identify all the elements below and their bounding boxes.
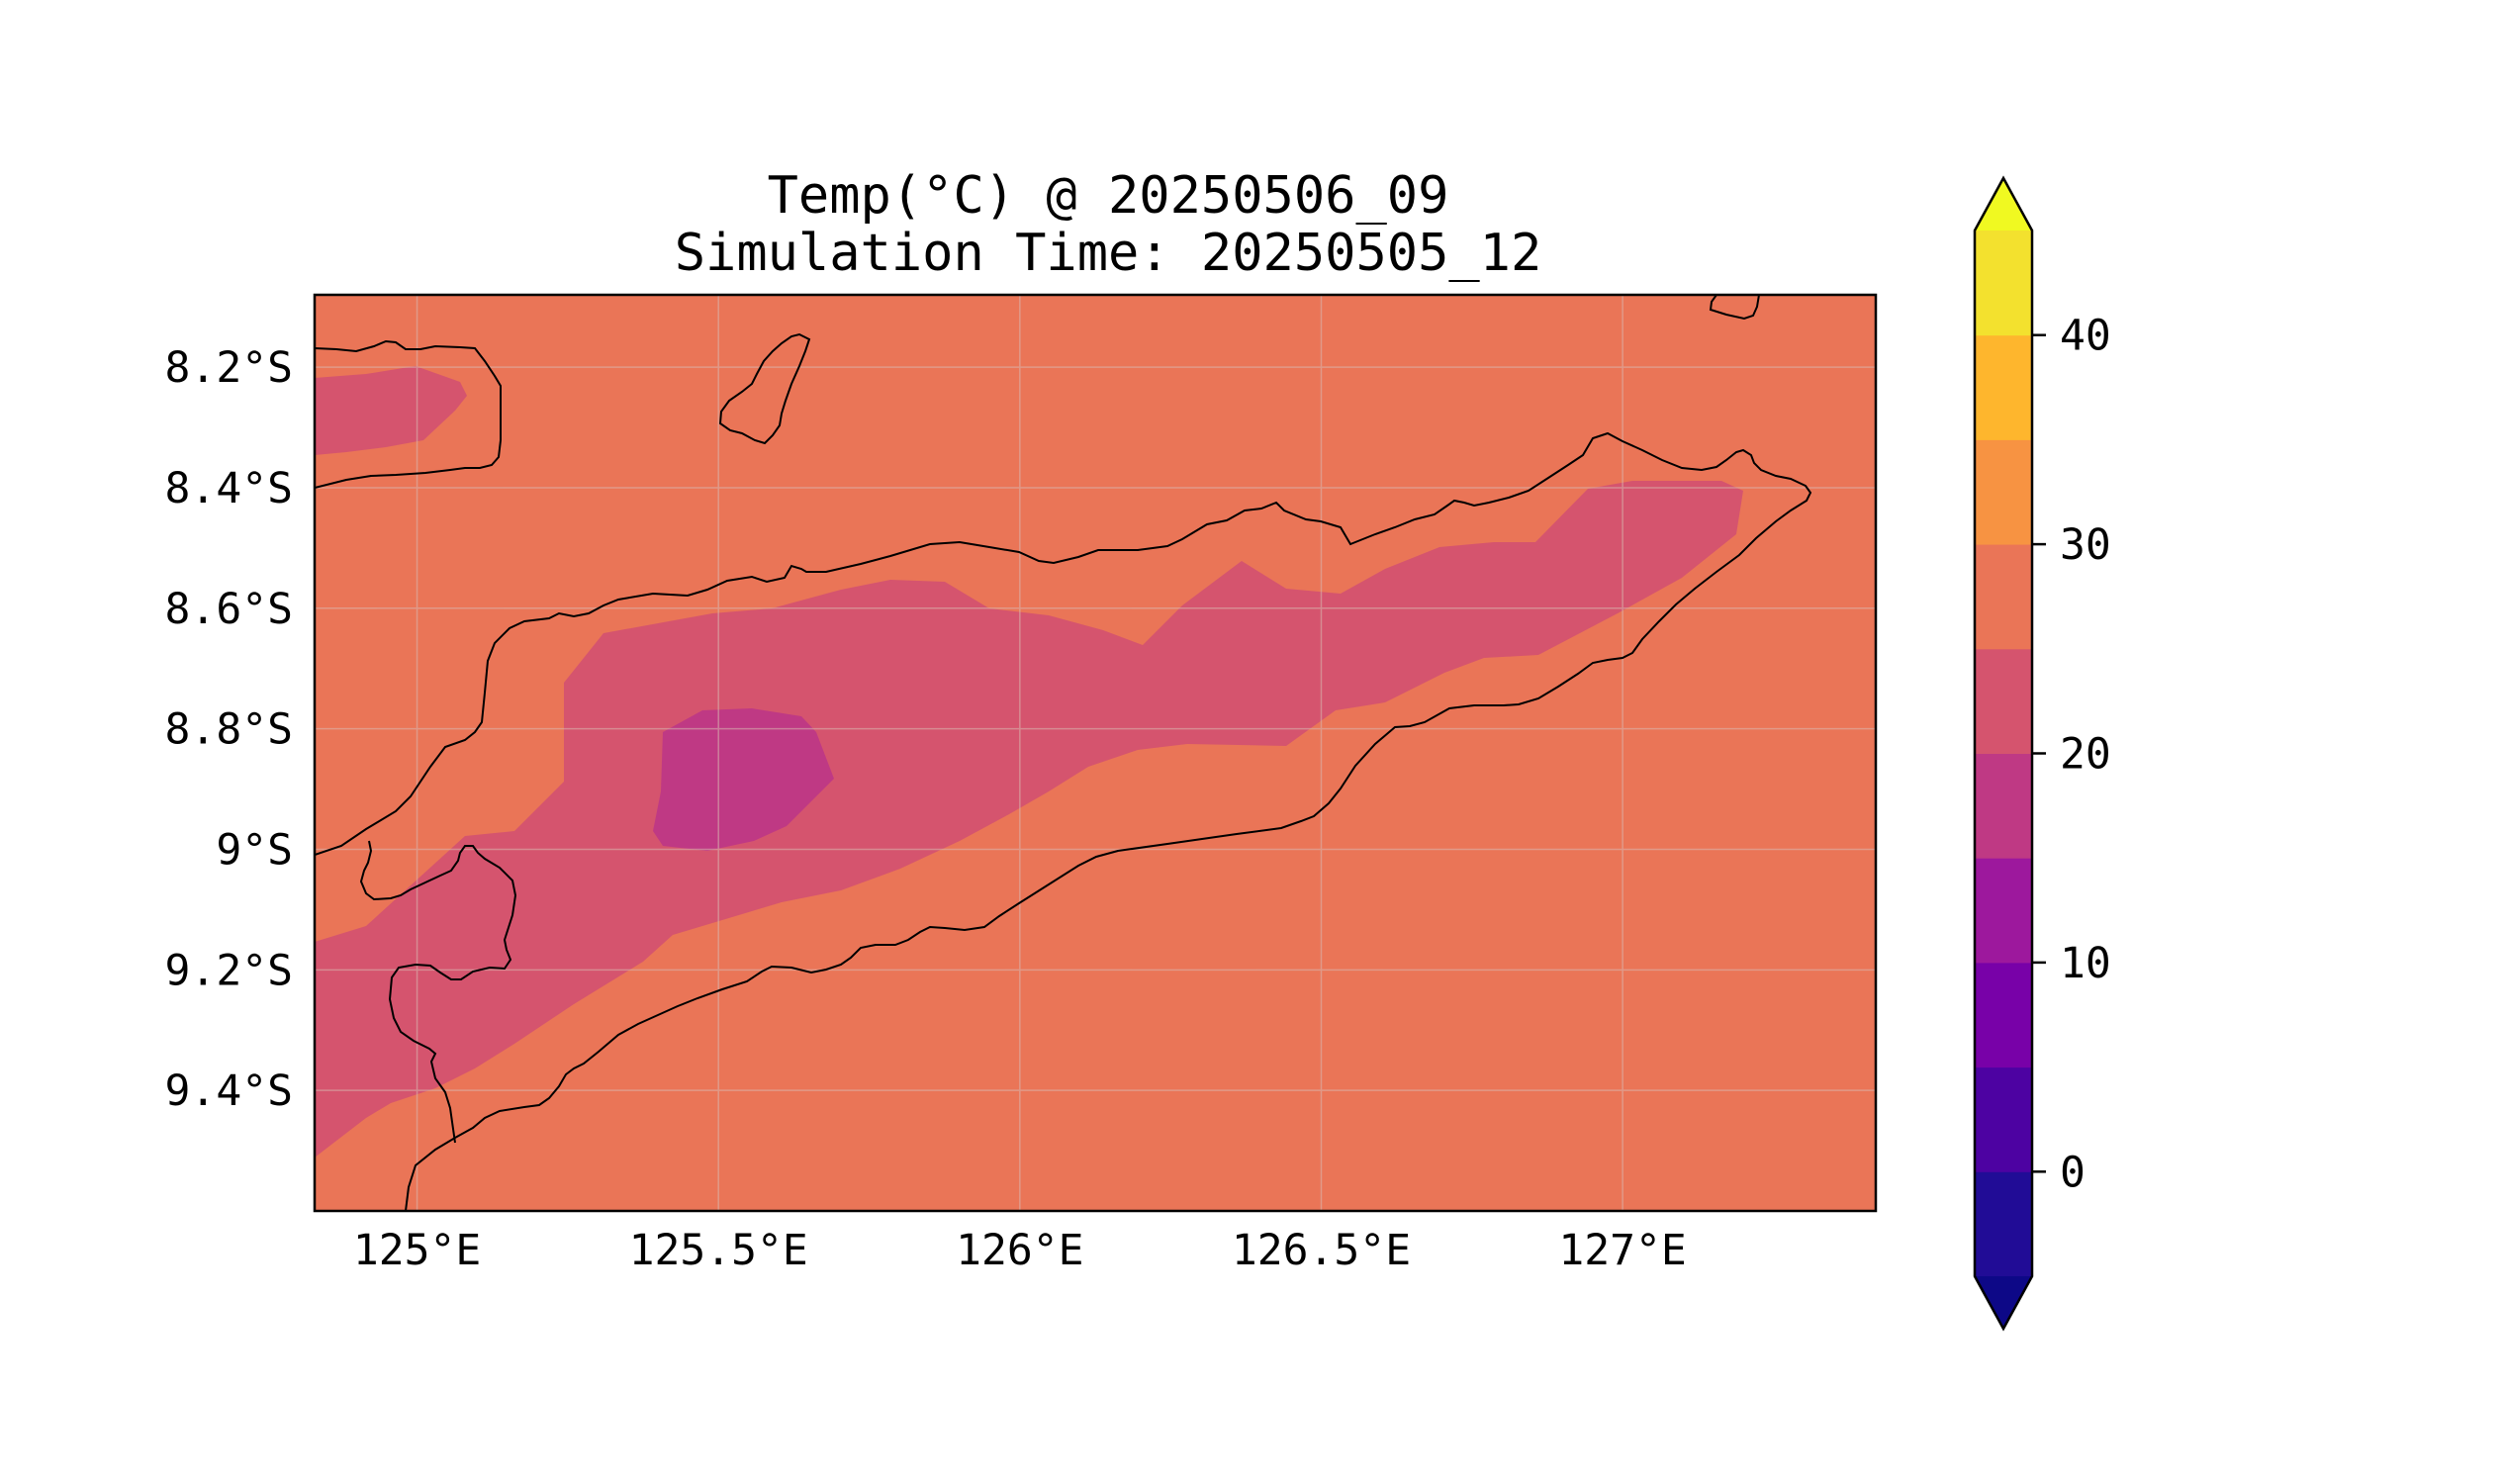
coastline-timor	[315, 431, 1812, 1211]
colorbar-segment	[1975, 648, 2032, 754]
colorbar-tick-label: 20	[2060, 730, 2111, 780]
colorbar-segment	[1975, 231, 2032, 336]
colorbar-segment	[1975, 753, 2032, 859]
y-tick-label: 8.2°S	[165, 343, 293, 393]
y-tick-label: 8.8°S	[165, 705, 293, 755]
x-axis-ticks: 125°E 125.5°E 126°E 126.5°E 127°E	[353, 1226, 1687, 1275]
temp-field-20-25	[315, 481, 1743, 1158]
coastline-south-inlet	[359, 840, 517, 1144]
colorbar-segment	[1975, 544, 2032, 650]
x-tick-label: 125°E	[353, 1226, 481, 1275]
colorbar-segment	[1975, 962, 2032, 1068]
colorbar-ticks: 0 10 20 30 40	[2032, 312, 2111, 1197]
y-tick-label: 8.6°S	[165, 585, 293, 634]
coastline-northeast	[1709, 295, 1760, 321]
colorbar-segments	[1975, 231, 2032, 1277]
map-title: Temp(°C) @ 20250506_09	[767, 166, 1449, 226]
colorbar-segment	[1975, 1171, 2032, 1277]
gridlines	[315, 295, 1876, 1211]
temp-field-20-25-nw	[315, 366, 467, 455]
y-tick-label: 9.4°S	[165, 1067, 293, 1116]
x-tick-label: 126.5°E	[1232, 1226, 1411, 1275]
colorbar-tick-label: 30	[2060, 520, 2111, 570]
map-panel: 125°E 125.5°E 126°E 126.5°E 127°E 8.2°S 8.4°S…	[165, 293, 1878, 1275]
colorbar-segment	[1975, 1067, 2032, 1172]
temp-field-15-20	[653, 708, 834, 851]
x-tick-label: 127°E	[1558, 1226, 1686, 1275]
coastline-wetar-west	[315, 339, 502, 489]
colorbar-segment	[1975, 439, 2032, 545]
colorbar-extend-under	[1975, 1276, 2032, 1329]
colorbar-outline	[1973, 175, 2034, 1332]
colorbar-segment	[1975, 334, 2032, 440]
colorbar: 0 10 20 30 40	[1973, 175, 2111, 1332]
y-tick-label: 9.2°S	[165, 946, 293, 995]
x-tick-label: 125.5°E	[629, 1226, 808, 1275]
coastline-atauro	[718, 332, 811, 445]
y-tick-label: 9°S	[216, 825, 293, 875]
colorbar-segment	[1975, 858, 2032, 964]
coastlines	[315, 295, 1812, 1211]
map-subtitle: Simulation Time: 20250505_12	[674, 224, 1542, 283]
y-tick-label: 8.4°S	[165, 464, 293, 513]
x-tick-label: 126°E	[956, 1226, 1083, 1275]
map-frame	[313, 293, 1878, 1213]
colorbar-tick-label: 10	[2060, 939, 2111, 988]
y-axis-ticks: 8.2°S 8.4°S 8.6°S 8.8°S 9°S 9.2°S 9.4°S	[165, 343, 293, 1116]
colorbar-tick-label: 0	[2060, 1148, 2086, 1197]
colorbar-tick-label: 40	[2060, 312, 2111, 361]
colorbar-extend-over	[1975, 178, 2032, 231]
